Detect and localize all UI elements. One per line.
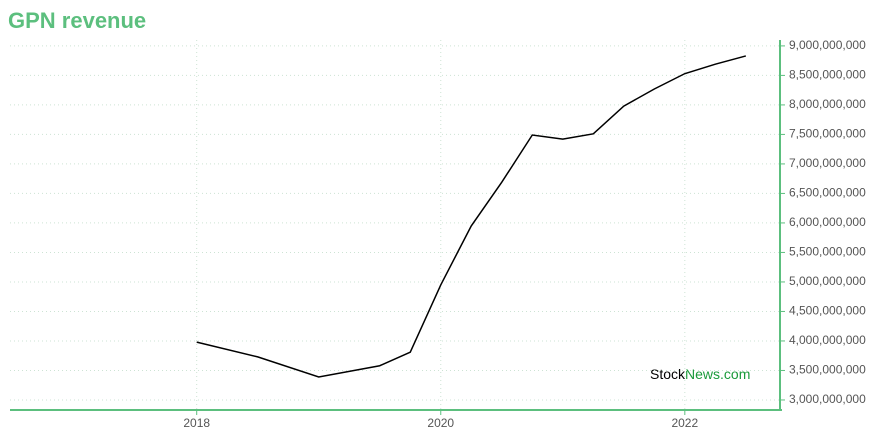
x-tick-label: 2020 bbox=[427, 416, 454, 430]
y-tick-label: 7,000,000,000 bbox=[789, 156, 866, 170]
y-tick-label: 4,000,000,000 bbox=[789, 333, 866, 347]
y-tick-label: 6,000,000,000 bbox=[789, 215, 866, 229]
x-tick-label: 2022 bbox=[671, 416, 698, 430]
watermark: StockNews.com bbox=[650, 366, 750, 382]
y-tick-label: 3,500,000,000 bbox=[789, 363, 866, 377]
y-tick-label: 7,500,000,000 bbox=[789, 127, 866, 141]
y-tick-label: 9,000,000,000 bbox=[789, 38, 866, 52]
y-tick-label: 8,000,000,000 bbox=[789, 97, 866, 111]
y-tick-label: 4,500,000,000 bbox=[789, 304, 866, 318]
x-tick-label: 2018 bbox=[183, 416, 210, 430]
chart-title: GPN revenue bbox=[8, 8, 146, 33]
watermark-part: News.com bbox=[685, 366, 750, 382]
y-tick-label: 6,500,000,000 bbox=[789, 186, 866, 200]
y-tick-label: 3,000,000,000 bbox=[789, 392, 866, 406]
y-tick-label: 5,000,000,000 bbox=[789, 274, 866, 288]
y-tick-label: 5,500,000,000 bbox=[789, 245, 866, 259]
y-tick-label: 8,500,000,000 bbox=[789, 68, 866, 82]
line bbox=[196, 55, 747, 378]
watermark-part: Stock bbox=[650, 366, 686, 382]
